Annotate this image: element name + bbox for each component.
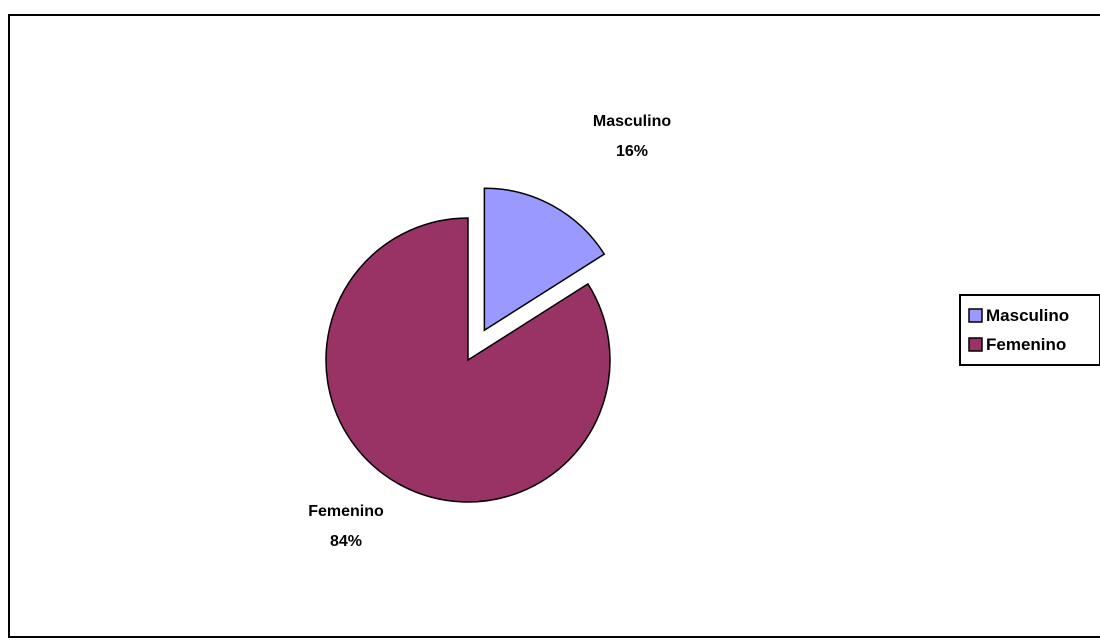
legend: Masculino Femenino xyxy=(959,294,1100,366)
slice-label-percent: 16% xyxy=(616,143,648,160)
pie-chart: Masculino 16% Femenino 84% Masculino Femenin… xyxy=(308,113,1100,550)
pie-slices xyxy=(325,187,611,503)
chart-frame: Masculino 16% Femenino 84% Masculino Femenin… xyxy=(8,14,1100,638)
legend-box xyxy=(959,294,1100,366)
legend-label-femenino: Femenino xyxy=(986,335,1066,354)
slice-labels: Masculino 16% Femenino 84% xyxy=(308,113,671,550)
slice-label-category: Masculino xyxy=(593,113,671,130)
pie-slice-femenino xyxy=(325,217,611,503)
legend-label-masculino: Masculino xyxy=(986,306,1069,325)
legend-swatch-masculino xyxy=(968,308,983,323)
slice-label-femenino: Femenino 84% xyxy=(308,503,384,550)
legend-swatch-femenino xyxy=(968,337,983,352)
legend-items: Masculino Femenino xyxy=(968,306,1069,354)
slice-label-percent: 84% xyxy=(330,533,362,550)
slice-label-masculino: Masculino 16% xyxy=(593,113,671,160)
pie-slice-masculino xyxy=(483,187,606,332)
slice-label-category: Femenino xyxy=(308,503,384,520)
